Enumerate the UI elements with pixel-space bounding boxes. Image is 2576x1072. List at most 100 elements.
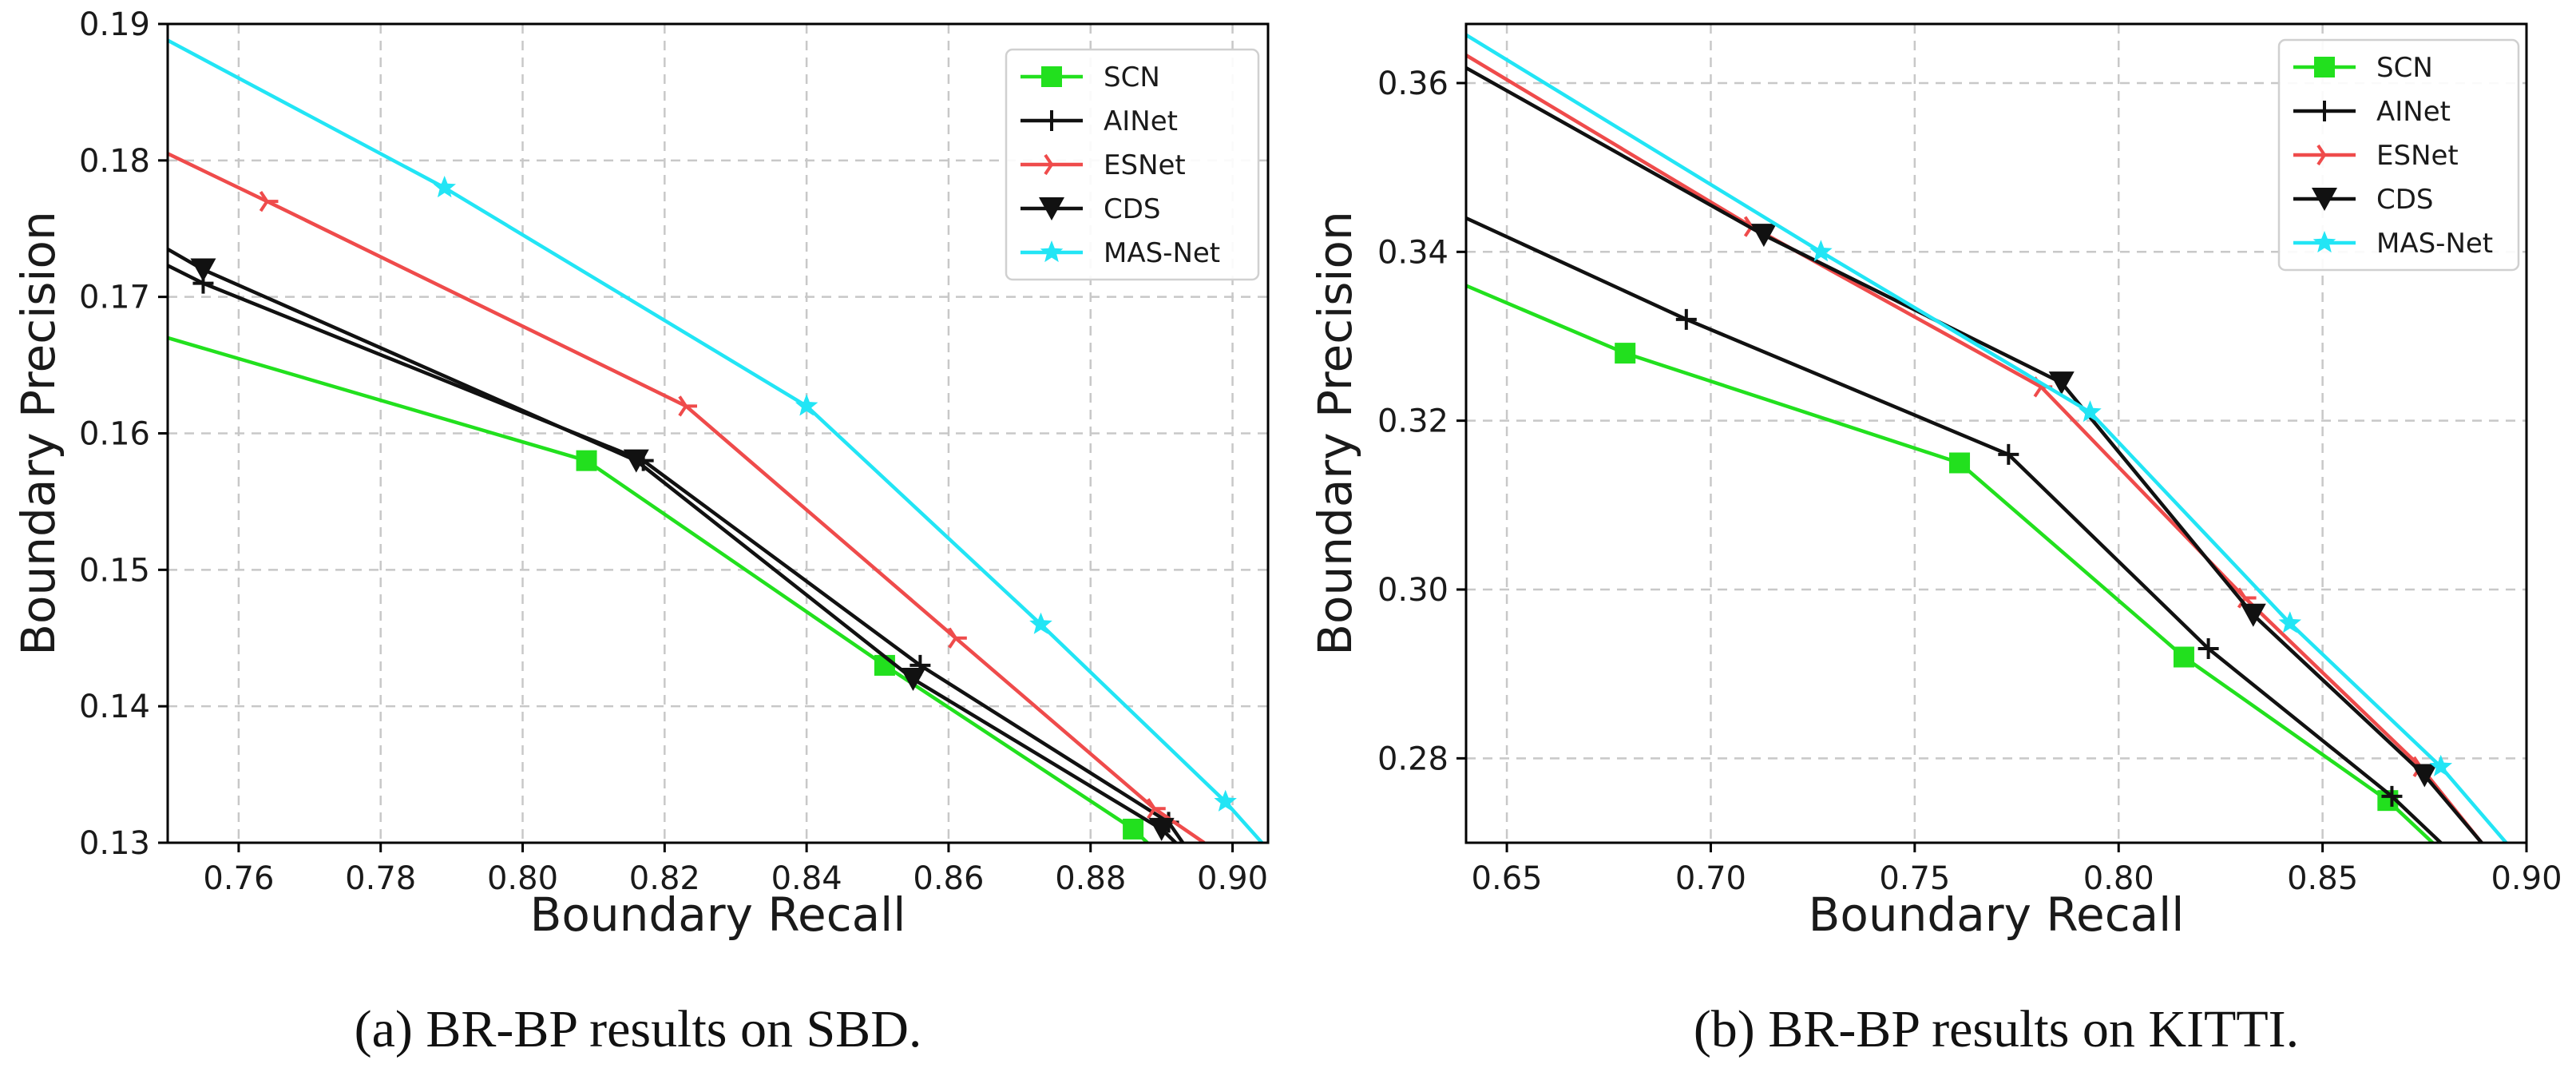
series-scn (1466, 284, 2435, 843)
data-point (1148, 817, 1175, 841)
x-tick-label: 0.82 (629, 860, 700, 897)
series-line (1466, 54, 2483, 843)
legend-entry: MAS-Net (1020, 237, 1220, 269)
y-tick-label: 0.16 (79, 416, 150, 453)
x-tick-label: 0.85 (2287, 860, 2358, 897)
y-axis-title: Boundary Precision (1308, 211, 1362, 656)
legend-marker (1041, 110, 1062, 131)
x-tick-label: 0.90 (1197, 860, 1268, 897)
y-tick-label: 0.13 (79, 825, 150, 862)
x-tick-label: 0.65 (1472, 860, 1543, 897)
legend-marker (2312, 188, 2337, 211)
y-tick-label: 0.34 (1377, 234, 1449, 271)
x-tick-label: 0.70 (1675, 860, 1746, 897)
legend-label: MAS-Net (2376, 228, 2493, 260)
plot-area (168, 38, 1265, 843)
legend-label: AINet (1104, 105, 1178, 137)
data-point (2429, 754, 2452, 776)
legend-entry: AINet (1020, 105, 1178, 137)
legend-marker (2314, 101, 2335, 121)
data-point (1615, 343, 1636, 364)
data-point (2198, 637, 2219, 659)
legend-entry: SCN (2293, 52, 2433, 84)
x-axis-title: Boundary Recall (1809, 887, 2185, 942)
series-line (1466, 284, 2435, 843)
legend-box (2277, 38, 2520, 272)
legend-marker (1039, 197, 1064, 220)
y-tick-label: 0.30 (1377, 572, 1449, 609)
legend-label: SCN (2376, 52, 2433, 84)
legend-entry: MAS-Net (2293, 228, 2493, 260)
data-point (900, 668, 926, 691)
legend-label: SCN (1104, 62, 1160, 93)
legend-entry: CDS (1020, 193, 1161, 225)
y-tick-label: 0.17 (79, 280, 150, 316)
legend-marker (2312, 231, 2336, 253)
plot-area (1466, 33, 2508, 843)
legend-box (1005, 48, 1260, 281)
data-point (1949, 452, 1971, 474)
series-line (168, 335, 1149, 843)
legend-label: ESNet (2376, 140, 2459, 172)
x-tick-label: 0.80 (487, 860, 558, 897)
legend-entry: ESNet (1020, 149, 1186, 181)
legend-marker (1044, 153, 1063, 176)
y-tick-label: 0.14 (79, 689, 150, 725)
x-tick-label: 0.90 (2491, 860, 2562, 897)
y-axis-title: Boundary Precision (11, 211, 65, 656)
chart-panel-sbd: 0.76 0.78 0.80 0.82 0.84 0.86 0.88 0.90 0.13 0.14… (11, 6, 1270, 1058)
series-mas-net (1466, 33, 2508, 843)
legend-label: MAS-Net (1104, 237, 1220, 269)
x-tick-label: 0.88 (1055, 860, 1126, 897)
data-point (623, 449, 649, 473)
x-tick-label: 0.78 (345, 860, 416, 897)
x-axis-title: Boundary Recall (530, 887, 906, 942)
x-tick-label: 0.75 (1879, 860, 1950, 897)
series-line (1466, 66, 2483, 843)
data-point (2381, 785, 2403, 807)
y-tick-label: 0.32 (1377, 403, 1449, 440)
legend-marker (2316, 144, 2336, 166)
x-tick-label: 0.80 (2083, 860, 2154, 897)
series-cds (168, 247, 1177, 843)
data-point (1123, 818, 1144, 840)
figure-caption: (a) BR-BP results on SBD. (355, 1000, 922, 1058)
data-point (678, 395, 697, 417)
y-tick-label: 0.19 (79, 6, 150, 43)
x-tick-label: 0.76 (203, 860, 274, 897)
data-point (1147, 798, 1166, 820)
series-scn (168, 335, 1149, 843)
legend: SCN AINet ESNet CDS MAS-Net (1005, 48, 1260, 281)
legend-entry: ESNet (2293, 140, 2459, 172)
series-line (168, 264, 1185, 843)
data-point (1029, 612, 1052, 634)
data-point (795, 394, 818, 416)
y-tick-label: 0.36 (1377, 66, 1449, 102)
axes-frame (1464, 22, 2528, 844)
data-point (2048, 371, 2075, 395)
series-line (168, 247, 1177, 843)
legend: SCN AINet ESNet CDS MAS-Net (2277, 38, 2520, 272)
data-point (1998, 443, 2019, 465)
y-tick-label: 0.18 (79, 143, 150, 180)
series-cds (1466, 66, 2483, 843)
data-point (433, 176, 456, 198)
figure-caption: (b) BR-BP results on KITTI. (1694, 1000, 2299, 1058)
series-line (168, 152, 1206, 843)
legend-label: ESNet (1104, 149, 1186, 181)
data-point (259, 190, 279, 212)
data-point (1214, 789, 1237, 812)
legend-label: AINet (2376, 96, 2451, 128)
data-point (190, 258, 216, 282)
legend-entry: CDS (2293, 184, 2434, 216)
chart-panel-kitti: 0.65 0.70 0.75 0.80 0.85 0.90 0.28 0.30 0.32 0.34… (1308, 22, 2562, 1058)
series-ainet (1466, 216, 2443, 843)
data-point (2079, 400, 2102, 423)
data-point (1675, 308, 1697, 330)
legend-entry: SCN (1020, 62, 1160, 93)
data-point (2173, 646, 2194, 668)
legend-label: CDS (2376, 184, 2434, 216)
series-ainet (168, 264, 1185, 843)
data-point (1750, 224, 1777, 248)
